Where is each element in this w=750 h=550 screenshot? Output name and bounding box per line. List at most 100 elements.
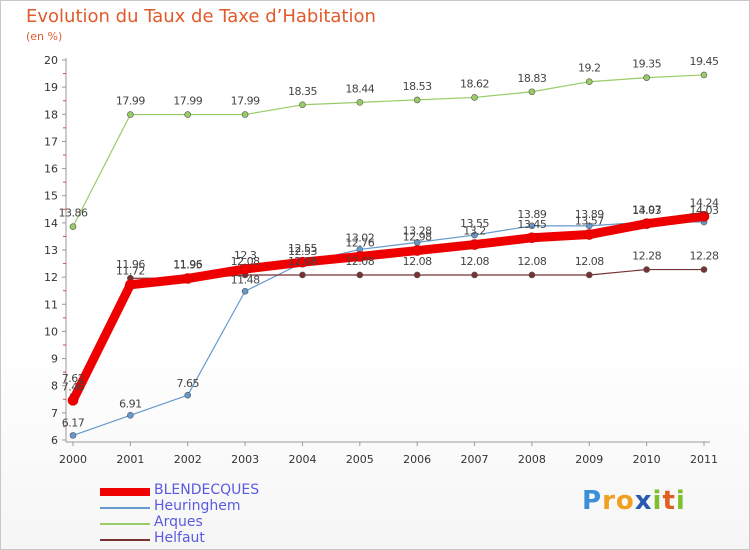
data-point-heuringhem xyxy=(184,391,192,399)
data-label-arques: 18.53 xyxy=(403,80,432,93)
y-tick-label: 14 xyxy=(44,217,58,230)
data-label-arques: 19.45 xyxy=(690,55,719,68)
data-label-heuringhem: 14.03 xyxy=(690,204,719,217)
data-point-blendecques xyxy=(583,229,595,240)
legend-item-helfaut: Helfaut xyxy=(100,530,360,548)
legend-swatch-helfaut xyxy=(100,539,150,541)
logo-letter: i xyxy=(652,486,663,516)
data-label-heuringhem: 13.89 xyxy=(517,208,546,221)
data-point-blendecques xyxy=(239,263,251,275)
data-label-helfaut: 12.08 xyxy=(403,255,432,268)
data-point-helfaut xyxy=(700,266,708,273)
y-tick-label: 16 xyxy=(44,163,58,176)
data-point-helfaut xyxy=(413,271,421,279)
data-point-helfaut xyxy=(528,271,536,279)
x-tick-label: 2007 xyxy=(461,453,489,466)
logo-letter: i xyxy=(675,486,686,516)
y-tick-label: 20 xyxy=(44,54,58,67)
data-label-arques: 19.35 xyxy=(632,58,661,71)
data-point-arques xyxy=(299,101,306,109)
legend-swatch-arques xyxy=(100,523,150,525)
data-point-blendecques xyxy=(354,251,366,262)
data-point-helfaut xyxy=(585,271,593,279)
data-point-arques xyxy=(69,223,77,230)
data-point-blendecques xyxy=(182,273,194,284)
y-tick-label: 10 xyxy=(44,325,58,338)
legend-item-blendecques: BLENDECQUES xyxy=(100,482,360,500)
logo-letter: t xyxy=(662,486,676,516)
logo-letter: x xyxy=(634,486,653,516)
data-label-blendecques: 12.76 xyxy=(345,237,374,250)
legend-label-heuringhem: Heuringhem xyxy=(154,498,241,514)
data-point-blendecques xyxy=(698,211,710,222)
legend-item-arques: Arques xyxy=(100,514,360,532)
logo-letter: o xyxy=(615,486,635,516)
data-point-helfaut xyxy=(643,266,650,273)
chart-axes: 6 7 8 9 10 11 12 13 14 15 16 17 18 19 20 2000 2001 2002 20… xyxy=(44,54,718,466)
legend-label-arques: Arques xyxy=(154,514,203,530)
data-label-blendecques: 13.2 xyxy=(463,225,486,238)
data-label-heuringhem: 13.89 xyxy=(575,208,604,221)
data-label-arques: 18.83 xyxy=(517,72,546,85)
data-label-arques: 18.44 xyxy=(345,82,374,95)
data-label-heuringhem: 12.53 xyxy=(288,245,317,258)
data-label-heuringhem: 13.28 xyxy=(403,224,432,237)
data-label-arques: 13.86 xyxy=(59,207,88,220)
data-point-heuringhem xyxy=(69,432,77,439)
legend-swatch-heuringhem xyxy=(100,507,150,509)
data-point-helfaut xyxy=(299,271,306,279)
data-label-arques: 18.62 xyxy=(460,77,489,90)
y-tick-label: 11 xyxy=(44,298,58,311)
data-point-heuringhem xyxy=(528,222,536,230)
x-tick-label: 2009 xyxy=(575,453,603,466)
data-label-blendecques: 12.98 xyxy=(403,231,432,244)
proxiti-logo: Proxiti xyxy=(582,486,686,516)
data-label-helfaut: 11.96 xyxy=(116,258,145,271)
data-point-blendecques xyxy=(526,232,538,244)
data-label-blendecques: 11.95 xyxy=(173,259,202,272)
data-point-blendecques xyxy=(641,218,652,229)
data-label-blendecques: 13.57 xyxy=(575,215,604,228)
data-label-helfaut: 12.28 xyxy=(690,250,719,263)
y-tick-label: 12 xyxy=(44,271,58,284)
data-label-blendecques: 14.24 xyxy=(690,196,719,209)
x-tick-label: 2006 xyxy=(403,453,431,466)
y-tick-label: 18 xyxy=(44,108,58,121)
series-line-helfaut xyxy=(72,268,705,397)
y-tick-label: 7 xyxy=(51,407,58,420)
data-point-heuringhem xyxy=(585,222,593,230)
data-point-blendecques xyxy=(469,239,480,250)
chart-title: Evolution du Taux de Taxe d’Habitation xyxy=(26,6,376,27)
x-tick-label: 2004 xyxy=(288,453,316,466)
x-tick-label: 2001 xyxy=(116,453,144,466)
data-point-arques xyxy=(241,111,249,118)
x-tick-label: 2011 xyxy=(690,453,718,466)
data-point-helfaut xyxy=(471,271,478,279)
data-label-helfaut: 12.08 xyxy=(460,255,489,268)
y-tick-label: 6 xyxy=(51,434,58,447)
data-label-heuringhem: 6.17 xyxy=(62,416,85,429)
y-tick-label: 15 xyxy=(44,190,58,203)
data-label-helfaut: 12.08 xyxy=(345,255,374,268)
legend-label-blendecques: BLENDECQUES xyxy=(154,482,260,498)
data-point-blendecques xyxy=(297,256,308,268)
y-tick-label: 9 xyxy=(51,353,58,366)
series-line-heuringhem xyxy=(72,221,705,436)
x-tick-label: 2005 xyxy=(346,453,374,466)
logo-letter: P xyxy=(582,486,603,516)
series-layer xyxy=(67,71,710,439)
data-label-helfaut: 12.08 xyxy=(231,255,260,268)
data-point-arques xyxy=(184,111,192,118)
data-label-heuringhem: 13.55 xyxy=(460,217,489,230)
data-label-blendecques: 12.3 xyxy=(234,249,257,262)
x-tick-label: 2000 xyxy=(59,453,87,466)
data-label-blendecques: 13.97 xyxy=(632,204,661,217)
legend-swatch-blendecques xyxy=(100,488,150,496)
legend-label-helfaut: Helfaut xyxy=(154,530,205,546)
data-point-blendecques xyxy=(67,395,79,406)
x-tick-label: 2010 xyxy=(633,453,661,466)
data-label-arques: 19.2 xyxy=(578,62,601,75)
x-tick-label: 2002 xyxy=(174,453,202,466)
data-point-arques xyxy=(528,88,536,96)
